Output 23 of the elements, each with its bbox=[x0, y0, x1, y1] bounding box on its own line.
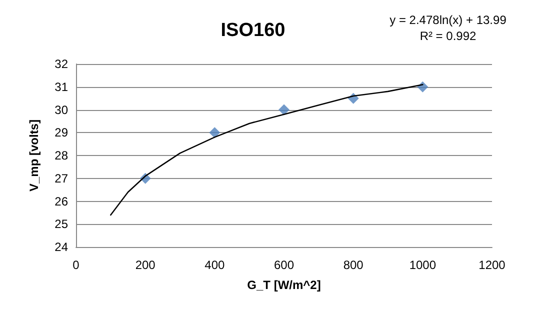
y-tick-label: 24 bbox=[54, 240, 68, 254]
x-tick-label: 800 bbox=[343, 258, 364, 272]
x-tick-label: 200 bbox=[135, 258, 156, 272]
x-tick-label: 0 bbox=[72, 258, 80, 272]
x-tick-label: 400 bbox=[204, 258, 225, 272]
x-axis-title: G_T [W/m^2] bbox=[247, 278, 321, 292]
text: y = 2.478ln(x) + 13.99 bbox=[390, 13, 507, 27]
x-tick-label: 1000 bbox=[409, 258, 436, 272]
point bbox=[209, 127, 220, 138]
y-axis-title: V_mp [volts] bbox=[27, 119, 41, 192]
x-tick-label: 600 bbox=[274, 258, 294, 272]
text: R² = 0.992 bbox=[420, 29, 477, 43]
y-tick-label: 26 bbox=[54, 194, 68, 208]
y-tick-label: 25 bbox=[54, 217, 68, 232]
y-tick-label: 28 bbox=[54, 148, 68, 162]
y-tick-label: 32 bbox=[54, 57, 68, 71]
y-tick-label: 27 bbox=[54, 171, 68, 186]
x-tick-label: 1200 bbox=[478, 258, 506, 272]
chart-title: ISO160 bbox=[220, 20, 286, 41]
point bbox=[278, 104, 290, 116]
y-tick-label: 31 bbox=[54, 80, 68, 94]
y-tick-label: 29 bbox=[54, 126, 68, 140]
y-tick-label: 30 bbox=[54, 102, 68, 117]
